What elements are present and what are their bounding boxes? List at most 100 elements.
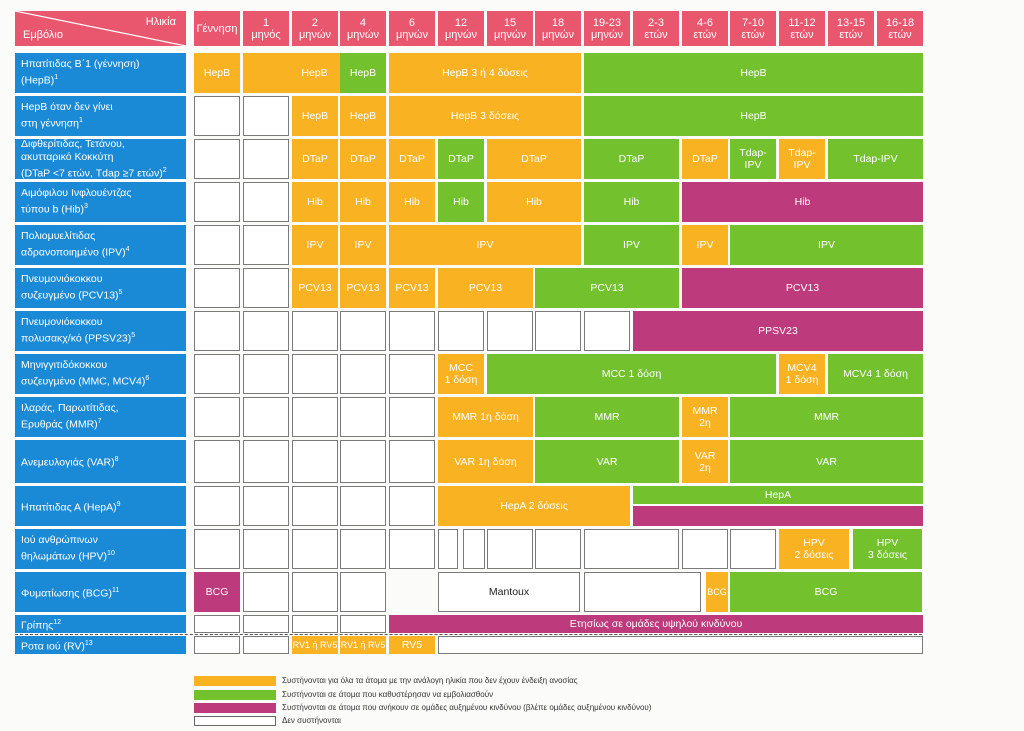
footnote-ref: 5: [118, 289, 123, 297]
cell-empty: [243, 311, 289, 351]
cell-empty: [340, 440, 386, 483]
cell-empty: [194, 225, 240, 265]
cell-mmr-2: MMR 2η: [682, 397, 728, 437]
footnote-ref: 5: [131, 332, 136, 340]
cell-var: VAR: [730, 440, 923, 483]
vaccine-label-row: θηλωμάτων (HPV)10: [21, 547, 180, 564]
cell-empty: [194, 96, 240, 136]
vaccine-label-row: Γρίπης12: [21, 616, 180, 633]
cell-empty: [243, 182, 289, 222]
vaccine-label-row: Ιού ανθρώπινων: [21, 534, 180, 547]
legend-text: Συστήνονται για όλα τα άτομα με την ανάλ…: [282, 676, 578, 685]
cell-mmr-1: MMR 1η δόση: [438, 397, 533, 437]
cell-empty: [194, 615, 240, 633]
vaccine-label-line: Ιού ανθρώπινων: [21, 534, 98, 547]
vaccine-row-label: Γρίπης12: [15, 615, 186, 633]
vaccine-label-row: τύπου b (Hib)3: [21, 200, 180, 217]
vaccine-label-row: συζευγμένο (PCV13)5: [21, 286, 180, 303]
footnote-ref: 2: [162, 166, 167, 174]
cell-hib: Hib: [487, 182, 581, 222]
cell-empty: [340, 572, 386, 612]
cell-empty: [194, 182, 240, 222]
vaccine-label-row: αδρανοποιημένο (IPV)4: [21, 243, 180, 260]
cell-empty: [438, 636, 923, 654]
vaccine-label-line: Ερυθράς (MMR): [21, 418, 98, 431]
vaccine-label-row: Πνευμονιόκοκκου: [21, 273, 180, 286]
vaccine-label-line: τύπου b (Hib): [21, 203, 84, 216]
cell-empty: [194, 139, 240, 179]
age-header: 2-3 ετών: [633, 11, 679, 46]
vaccine-label-line: HepB όταν δεν γίνει: [21, 101, 113, 114]
vaccine-label-line: Ηπατίτιδας Α (HepA): [21, 501, 117, 514]
cell-ipv: IPV: [682, 225, 728, 265]
cell-hepb: HepB: [194, 53, 240, 93]
cell-bcg: BCG: [706, 572, 728, 612]
cell-ppsv23: PPSV23: [633, 311, 923, 351]
cell-empty: [535, 311, 581, 351]
vaccine-label-row: HepB όταν δεν γίνει: [21, 101, 180, 114]
cell-empty: [389, 486, 435, 526]
cell-mantoux: Mantoux: [438, 572, 580, 612]
footnote-ref: 4: [125, 246, 130, 254]
cell-empty: [243, 139, 289, 179]
cell-var-2: VAR 2η: [682, 440, 728, 483]
cell-tdap-ipv-a: Tdap- IPV: [730, 139, 776, 179]
vaccine-row-label: Ηπατίτιδας Β΄1 (γέννηση) (HepB)1: [15, 53, 186, 93]
cell-empty: [243, 615, 289, 633]
vaccine-row-label: Πνευμονιόκοκκου πολυσακχ/κό (PPSV23)5: [15, 311, 186, 351]
vaccine-label-row: Πνευμονιόκοκκου: [21, 316, 180, 329]
vaccine-label-row: Φυματίωσης (BCG)11: [21, 584, 180, 601]
cell-hepb: HepB: [584, 53, 923, 93]
cell-empty: [292, 311, 338, 351]
cell-dtap: DTaP: [487, 139, 581, 179]
cell-ipv: IPV: [389, 225, 581, 265]
vaccine-label-line: Ιλαράς, Παρωτίτιδας,: [21, 402, 119, 415]
vaccine-label-row: Ανεμευλογιάς (VAR)8: [21, 453, 180, 470]
legend-swatch: [194, 703, 276, 713]
vaccine-row-label: Ανεμευλογιάς (VAR)8: [15, 440, 186, 483]
legend-text: Συστήνονται σε άτομα που καθυστέρησαν να…: [282, 690, 494, 699]
cell-empty: [292, 529, 338, 569]
age-header: 7-10 ετών: [730, 11, 776, 46]
cell-empty: [584, 572, 701, 612]
vaccine-label-line: Ανεμευλογιάς (VAR): [21, 456, 115, 469]
cell-tdap-ipv-a: Tdap- IPV: [779, 139, 825, 179]
cell-ipv: IPV: [340, 225, 386, 265]
cell-empty: [243, 225, 289, 265]
vaccine-label-line: πολυσακχ/κό (PPSV23): [21, 332, 132, 345]
cell-mcc-1: MCC 1 δόση: [438, 354, 484, 394]
cell-empty: [340, 529, 386, 569]
cell-hepb: HepB: [292, 96, 338, 136]
vaccine-label-row: πολυσακχ/κό (PPSV23)5: [21, 329, 180, 346]
cell-empty: [243, 529, 289, 569]
vaccine-row-label: Αιμόφιλου Ινφλουέντζας τύπου b (Hib)3: [15, 182, 186, 222]
vaccine-row-label: Ροτα ιού (RV)13: [15, 636, 186, 654]
footnote-ref: 6: [145, 375, 150, 383]
cell-flu: Ετησίως σε ομάδες υψηλού κινδύνου: [389, 615, 923, 633]
cell-hepb: HepB: [340, 96, 386, 136]
cell-empty: [633, 506, 923, 526]
vaccine-label-line: συζευγμένο (MMC, MCV4): [21, 375, 146, 388]
cell-pcv13: PCV13: [438, 268, 533, 308]
footnote-ref: 12: [53, 618, 62, 626]
cell-hepa-2: HepA 2 δόσεις: [438, 486, 630, 526]
cell-empty: [194, 486, 240, 526]
cell-empty: [340, 311, 386, 351]
cell-rv1-rv5: RV1 ή RV5: [340, 636, 386, 654]
cell-mmr: MMR: [730, 397, 923, 437]
cell-rv1-rv5: RV1 ή RV5: [292, 636, 338, 654]
vaccine-label-line: θηλωμάτων (HPV): [21, 550, 108, 563]
vaccine-label-row: Ιλαράς, Παρωτίτιδας,: [21, 402, 180, 415]
cell-var: VAR: [535, 440, 679, 483]
cell-empty: [243, 572, 289, 612]
cell-empty: [194, 311, 240, 351]
vaccine-label-row: συζευγμένο (MMC, MCV4)6: [21, 372, 180, 389]
age-header: 1 μηνός: [243, 11, 289, 46]
vaccine-label-row: στη γέννηση1: [21, 114, 180, 131]
cell-empty: [730, 529, 776, 569]
cell-mcc-1-long: MCC 1 δόση: [487, 354, 776, 394]
vaccine-label-row: Διφθερίτιδας, Τετάνου,: [21, 138, 180, 151]
vaccine-label-line: Πνευμονιόκοκκου: [21, 316, 103, 329]
age-header: 19-23 μηνών: [584, 11, 630, 46]
vaccine-label-row: (DTaP <7 ετών, Tdap ≥7 ετών)2: [21, 164, 180, 181]
